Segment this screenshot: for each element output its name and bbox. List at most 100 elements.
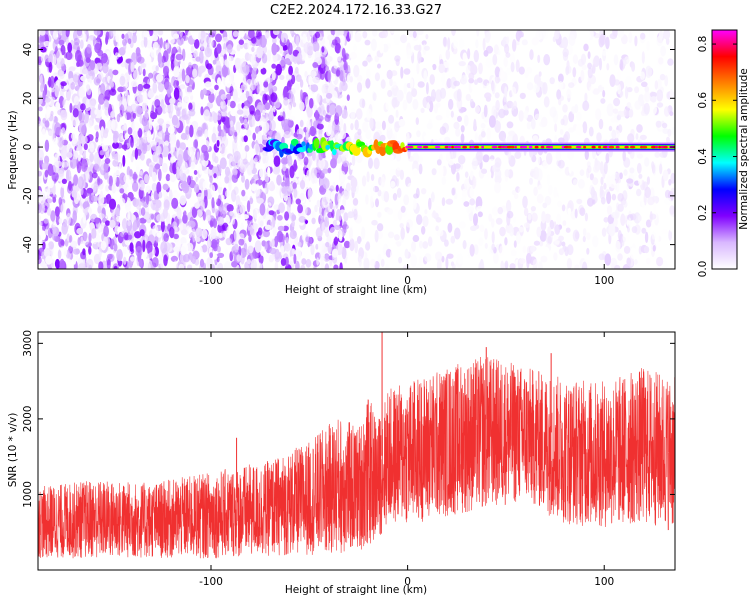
- heatmap-noise-blob: [608, 223, 616, 237]
- heatmap-noise-blob: [298, 216, 306, 223]
- heatmap-noise-blob: [664, 75, 669, 87]
- heatmap-noise-blob: [558, 248, 565, 256]
- heatmap-noise-blob: [289, 165, 295, 179]
- heatmap-noise-blob: [41, 162, 49, 170]
- heatmap-noise-blob: [272, 30, 280, 36]
- heatmap-noise-blob: [52, 30, 59, 40]
- heatmap-noise-blob: [668, 179, 672, 186]
- heatmap-signal-peak: [575, 145, 582, 149]
- heatmap-noise-blob: [486, 82, 490, 91]
- heatmap-noise-blob: [263, 153, 269, 164]
- heatmap-noise-blob: [464, 114, 469, 127]
- snr-y-tick-label: 2000: [22, 406, 34, 433]
- heatmap-noise-blob: [88, 119, 93, 128]
- heatmap-noise-blob: [636, 162, 642, 174]
- heatmap-noise-blob: [482, 38, 486, 51]
- heatmap-noise-blob: [217, 216, 224, 226]
- heatmap-noise-blob: [127, 151, 132, 159]
- heatmap-noise-blob: [587, 62, 592, 69]
- heatmap-noise-blob: [580, 53, 587, 65]
- heatmap-signal-peak: [416, 145, 423, 149]
- heatmap-noise-blob: [448, 158, 455, 166]
- heatmap-noise-blob: [52, 137, 59, 145]
- heatmap-noise-blob: [373, 157, 380, 170]
- heatmap-noise-blob: [307, 30, 311, 42]
- heatmap-noise-blob: [94, 217, 100, 224]
- heatmap-noise-blob: [473, 49, 479, 63]
- heatmap-noise-blob: [365, 241, 371, 251]
- heatmap-noise-blob: [167, 125, 175, 134]
- heatmap-noise-blob: [317, 240, 325, 252]
- heatmap-noise-blob: [96, 35, 101, 43]
- heatmap-signal-peak: [481, 145, 484, 149]
- heatmap-noise-blob: [558, 98, 562, 106]
- heatmap-signal-blob: [332, 148, 337, 156]
- heatmap-noise-blob: [229, 120, 234, 128]
- heatmap-noise-blob: [142, 102, 148, 112]
- heatmap-noise-blob: [293, 188, 298, 199]
- heatmap-noise-blob: [425, 82, 429, 95]
- heatmap-noise-blob: [646, 40, 650, 52]
- heatmap-noise-blob: [172, 33, 180, 39]
- heatmap-noise-blob: [77, 176, 84, 189]
- heatmap-noise-blob: [193, 170, 198, 175]
- heatmap-noise-blob: [494, 181, 501, 194]
- heatmap-noise-blob: [389, 154, 394, 161]
- heatmap-noise-blob: [439, 165, 444, 177]
- heatmap-noise-blob: [515, 231, 522, 245]
- heatmap-noise-blob: [348, 216, 352, 228]
- heatmap-noise-blob: [629, 91, 635, 99]
- heatmap-noise-blob: [574, 264, 580, 269]
- heatmap-noise-blob: [526, 114, 534, 122]
- heatmap-noise-blob: [341, 109, 348, 119]
- heatmap-noise-blob: [80, 75, 86, 82]
- heatmap-noise-blob: [542, 202, 548, 209]
- heatmap-noise-blob: [643, 246, 650, 254]
- heatmap-noise-blob: [460, 125, 465, 133]
- heatmap-noise-blob: [127, 38, 132, 45]
- heatmap-signal-peak: [663, 145, 668, 149]
- heatmap-noise-blob: [641, 201, 645, 208]
- heatmap-noise-blob: [283, 97, 289, 106]
- heatmap-noise-blob: [104, 158, 111, 164]
- heatmap-noise-blob: [435, 251, 443, 261]
- heatmap-noise-blob: [626, 178, 634, 184]
- heatmap-noise-blob: [236, 109, 244, 115]
- heatmap-noise-blob: [163, 199, 170, 211]
- heatmap-signal-peak: [422, 145, 429, 149]
- heatmap-noise-blob: [145, 192, 150, 205]
- heatmap-noise-blob: [326, 190, 333, 203]
- heatmap-noise-blob: [114, 225, 120, 235]
- heatmap-noise-blob: [226, 225, 233, 233]
- heatmap-noise-blob: [173, 65, 180, 78]
- heatmap-noise-blob: [239, 164, 246, 174]
- heatmap-noise-blob: [95, 131, 99, 140]
- heatmap-noise-blob: [295, 35, 300, 47]
- heatmap-noise-blob: [216, 256, 220, 263]
- heatmap-noise-blob: [497, 206, 504, 215]
- heatmap-noise-blob: [130, 80, 138, 88]
- heatmap-noise-blob: [513, 240, 517, 248]
- heatmap-noise-blob: [146, 130, 152, 143]
- heatmap-noise-blob: [120, 124, 127, 132]
- heatmap-noise-blob: [70, 133, 76, 140]
- heatmap-noise-blob: [142, 68, 146, 77]
- heatmap-noise-blob: [663, 30, 671, 40]
- heatmap-noise-blob: [72, 74, 79, 83]
- heatmap-noise-blob: [380, 258, 385, 267]
- heatmap-noise-blob: [100, 83, 106, 96]
- heatmap-noise-blob: [190, 45, 195, 53]
- heatmap-noise-blob: [458, 61, 466, 67]
- heatmap-noise-blob: [46, 207, 52, 216]
- heatmap-noise-blob: [155, 65, 159, 72]
- heatmap-noise-blob: [408, 30, 414, 38]
- heatmap-noise-blob: [109, 219, 116, 229]
- heatmap-noise-blob: [199, 258, 205, 268]
- heatmap-noise-blob: [278, 202, 285, 213]
- heatmap-noise-blob: [644, 231, 649, 243]
- heatmap-noise-blob: [554, 123, 558, 133]
- heatmap-noise-blob: [356, 74, 363, 83]
- heatmap-noise-blob: [181, 161, 188, 172]
- heatmap-noise-blob: [220, 94, 227, 100]
